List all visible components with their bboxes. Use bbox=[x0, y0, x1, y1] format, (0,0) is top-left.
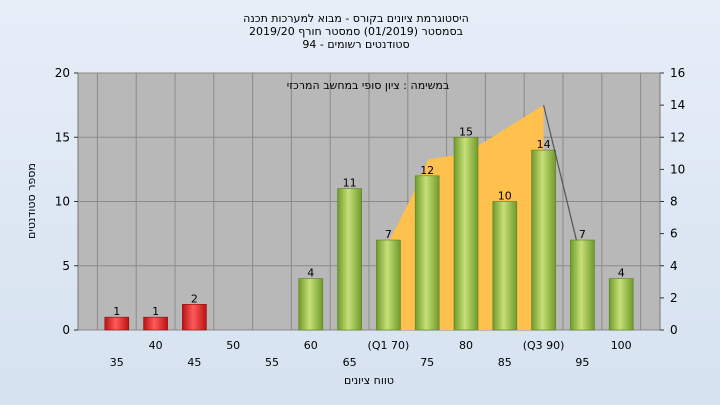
grid-lines bbox=[78, 72, 660, 331]
title-line-2: בסמסטר (01/2019) סמסטר חורף 2019/20 bbox=[249, 25, 463, 38]
y-right-tick-label: 14 bbox=[670, 98, 685, 112]
value-label: 7 bbox=[579, 228, 586, 241]
y-right-tick-label: 10 bbox=[670, 162, 685, 176]
bar bbox=[376, 239, 401, 331]
y-axis-right: 0 2 4 6 8 10 12 14 16 bbox=[660, 66, 685, 337]
x-tick-label: 80 bbox=[459, 339, 473, 352]
x-axis-label: טווח ציונים bbox=[344, 374, 394, 387]
y-tick-label: 10 bbox=[55, 195, 70, 209]
bar bbox=[337, 188, 362, 331]
value-label: 1 bbox=[113, 305, 120, 318]
y-right-tick-label: 16 bbox=[670, 66, 685, 80]
y-right-tick-label: 12 bbox=[670, 130, 685, 144]
value-label: 11 bbox=[343, 177, 357, 190]
y-right-tick-label: 8 bbox=[670, 195, 678, 209]
value-label: 4 bbox=[307, 267, 314, 280]
bar-series bbox=[104, 136, 634, 331]
x-tick-label: 85 bbox=[498, 356, 512, 369]
x-tick-label: (Q3 90) bbox=[523, 339, 565, 352]
bar bbox=[608, 278, 634, 331]
x-tick-label: 45 bbox=[187, 356, 201, 369]
value-label: 15 bbox=[459, 125, 473, 138]
inner-label: במשימה : ציון סופי במחשב המרכזי bbox=[287, 79, 450, 92]
y-right-tick-label: 0 bbox=[670, 323, 678, 337]
x-tick-label: 50 bbox=[226, 339, 240, 352]
value-label: 14 bbox=[537, 138, 551, 151]
x-tick-label: 40 bbox=[149, 339, 163, 352]
value-label: 7 bbox=[385, 228, 392, 241]
value-label: 1 bbox=[152, 305, 159, 318]
x-tick-label: 60 bbox=[304, 339, 318, 352]
y-axis-label: מספר סטודנטים bbox=[25, 163, 38, 239]
title-line-1: היסטוגרמת ציונים בקורס - מבוא למערכות תכ… bbox=[243, 12, 469, 25]
bar bbox=[453, 136, 479, 331]
area-series-dropline bbox=[543, 104, 577, 241]
bar bbox=[143, 316, 168, 331]
x-tick-label: (Q1 70) bbox=[368, 339, 410, 352]
bar bbox=[414, 175, 440, 331]
y-tick-label: 5 bbox=[62, 259, 70, 273]
x-axis: 35 40 45 50 55 60 65 (Q1 70) 75 80 85 (Q3 90) 95 100 bbox=[110, 339, 632, 369]
x-tick-label: 75 bbox=[420, 356, 434, 369]
chart-title: היסטוגרמת ציונים בקורס - מבוא למערכות תכ… bbox=[243, 12, 469, 51]
x-tick-label: 35 bbox=[110, 356, 124, 369]
bar bbox=[104, 316, 130, 331]
value-label: 2 bbox=[191, 292, 198, 305]
bar bbox=[570, 239, 595, 331]
title-line-3: סטודנטים רשומים - 94 bbox=[302, 38, 409, 51]
y-right-tick-label: 6 bbox=[670, 227, 678, 241]
bar bbox=[182, 303, 207, 331]
y-axis-left: 0 5 10 15 20 bbox=[55, 66, 78, 337]
bar bbox=[531, 149, 556, 331]
value-label: 12 bbox=[420, 164, 434, 177]
x-tick-label: 65 bbox=[343, 356, 357, 369]
y-tick-label: 15 bbox=[55, 130, 70, 144]
value-label: 4 bbox=[618, 267, 625, 280]
x-tick-label: 95 bbox=[575, 356, 589, 369]
bar bbox=[492, 201, 518, 331]
x-tick-label: 100 bbox=[611, 339, 632, 352]
x-tick-label: 55 bbox=[265, 356, 279, 369]
y-right-tick-label: 4 bbox=[670, 259, 678, 273]
y-tick-label: 20 bbox=[55, 66, 70, 80]
bar bbox=[298, 278, 324, 331]
y-tick-label: 0 bbox=[62, 323, 70, 337]
value-label: 10 bbox=[498, 190, 512, 203]
y-right-tick-label: 2 bbox=[670, 291, 678, 305]
